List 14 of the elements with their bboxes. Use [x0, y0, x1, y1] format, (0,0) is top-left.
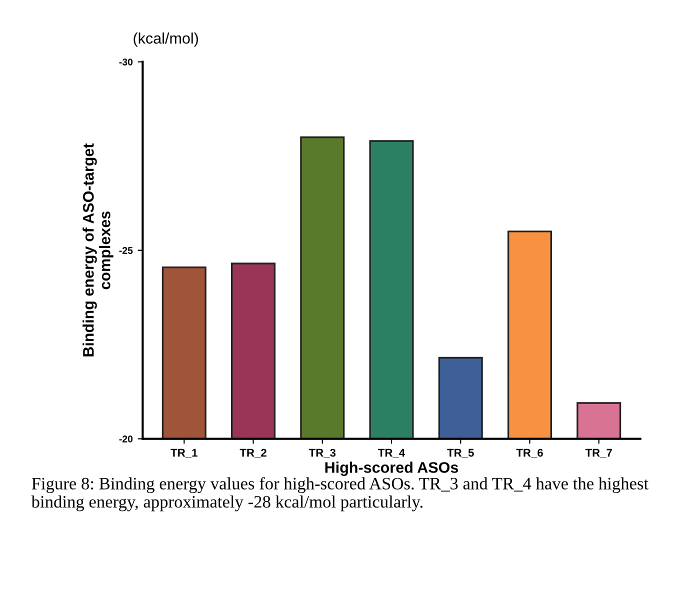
text: (kcal/mol) [134, 32, 198, 47]
x-tick-label: TR_4 [378, 448, 406, 458]
x-axis-title: High-scored ASOs [325, 462, 458, 476]
y-axis-title: Binding energy of ASO-target complexes [82, 143, 114, 356]
x-tick-label: TR_2 [240, 448, 266, 458]
x-tick-label: TR_7 [585, 448, 612, 458]
x-tick-label: TR_1 [170, 448, 198, 458]
y-tick-label: -25 [119, 247, 133, 254]
y-tick-label: -20 [119, 436, 133, 442]
x-tick-label: TR_3 [308, 448, 336, 458]
x-tick-label: TR_5 [447, 448, 474, 458]
caption: Figure 8: Binding energy values for high-scored ASOs. TR_3 and TR_4 have the highest binding energy, approximately -28 kcal/mol particularly. [31, 477, 648, 512]
y-tick-label: -30 [119, 58, 133, 66]
x-tick-label: TR_6 [516, 448, 543, 458]
